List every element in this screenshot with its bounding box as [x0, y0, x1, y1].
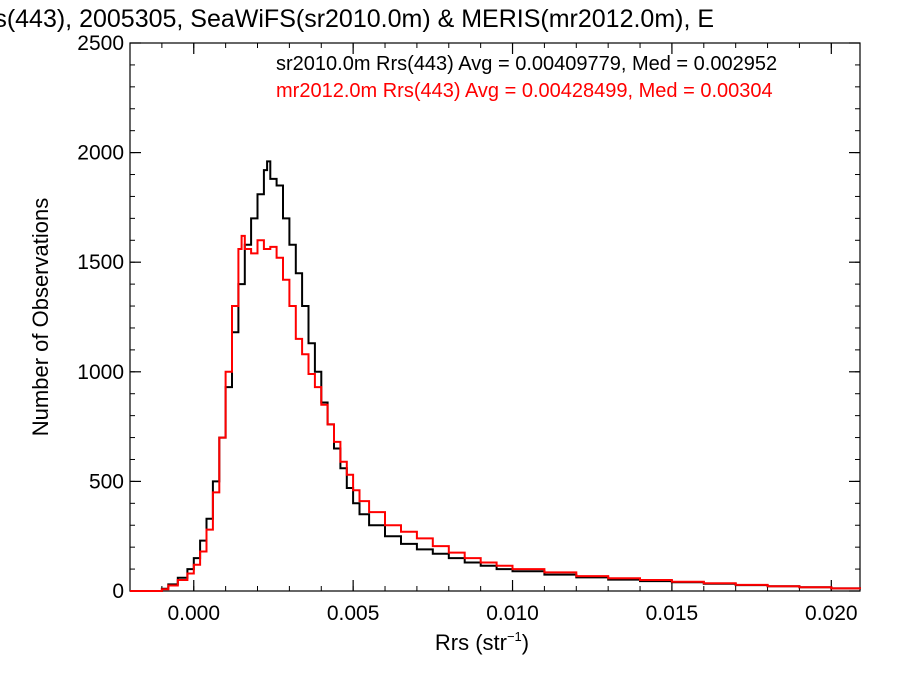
plot-frame [129, 42, 861, 592]
x-tick-label: 0.005 [327, 602, 380, 625]
x-axis-title-superscript: −1 [507, 629, 522, 644]
x-tick-label: 0.015 [646, 602, 699, 625]
chart-title: rs(443), 2005305, SeaWiFS(sr2010.0m) & M… [0, 5, 714, 33]
y-tick-label: 2500 [77, 32, 124, 55]
legend-entry-sr2010: sr2010.0m Rrs(443) Avg = 0.00409779, Med… [276, 53, 777, 75]
x-tick-label: 0.010 [486, 602, 539, 625]
x-tick-label: 0.020 [805, 602, 858, 625]
x-tick-label: 0.000 [167, 602, 220, 625]
series-mr2012-line [130, 234, 861, 592]
y-tick-label: 2000 [77, 142, 124, 165]
y-tick-label: 500 [89, 470, 124, 493]
y-tick-label: 1000 [77, 361, 124, 384]
y-tick-label: 1500 [77, 251, 124, 274]
x-axis-title-main: Rrs (str [435, 630, 507, 655]
series-layer [130, 160, 861, 592]
axis-ticks: 0.000 0.005 0.010 0.015 0.020 0 500 1000 1500 200… [77, 32, 860, 625]
x-axis-title-tail: ) [522, 630, 529, 655]
series-sr2010-line [130, 160, 861, 592]
x-axis-title: Rrs (str−1) [435, 629, 529, 655]
legend-entry-mr2012: mr2012.0m Rrs(443) Avg = 0.00428499, Med… [276, 80, 773, 102]
y-tick-label: 0 [112, 580, 124, 603]
y-axis-title: Number of Observations [28, 198, 53, 436]
